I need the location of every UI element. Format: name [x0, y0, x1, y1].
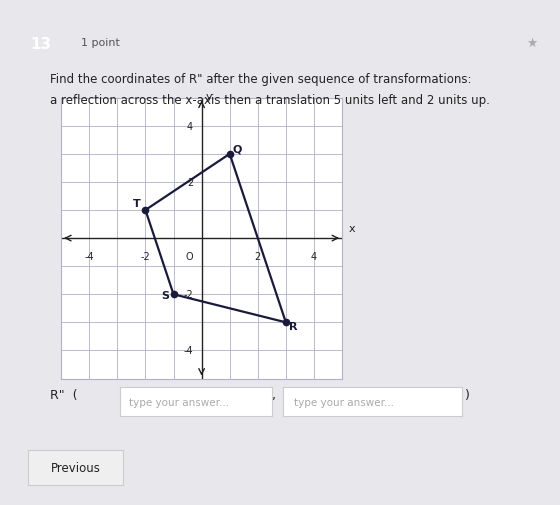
Text: Find the coordinates of R" after the given sequence of transformations:: Find the coordinates of R" after the giv…	[50, 73, 472, 86]
Text: type your answer...: type your answer...	[129, 397, 230, 407]
Text: T: T	[133, 198, 141, 209]
Text: -2: -2	[141, 251, 150, 261]
Text: ★: ★	[526, 36, 538, 49]
Text: y: y	[206, 92, 212, 102]
Text: 4: 4	[311, 251, 317, 261]
Text: ): )	[465, 388, 470, 401]
Text: O: O	[185, 251, 193, 261]
Text: type your answer...: type your answer...	[293, 397, 394, 407]
Text: -4: -4	[184, 346, 193, 356]
Text: Q: Q	[232, 144, 242, 154]
Text: -2: -2	[184, 290, 193, 299]
Text: R: R	[289, 322, 298, 332]
Text: a reflection across the x-axis then a translation 5 units left and 2 units up.: a reflection across the x-axis then a tr…	[50, 93, 490, 107]
Text: 1 point: 1 point	[81, 38, 120, 48]
Text: x: x	[349, 224, 356, 234]
Text: R"  (: R" (	[50, 388, 78, 401]
Text: Previous: Previous	[50, 461, 101, 474]
Text: 2: 2	[187, 178, 193, 187]
Text: 13: 13	[30, 37, 51, 52]
Text: ,: ,	[272, 388, 277, 401]
Text: -4: -4	[85, 251, 94, 261]
Text: S: S	[161, 291, 169, 301]
Text: 4: 4	[187, 122, 193, 131]
Text: 2: 2	[255, 251, 261, 261]
